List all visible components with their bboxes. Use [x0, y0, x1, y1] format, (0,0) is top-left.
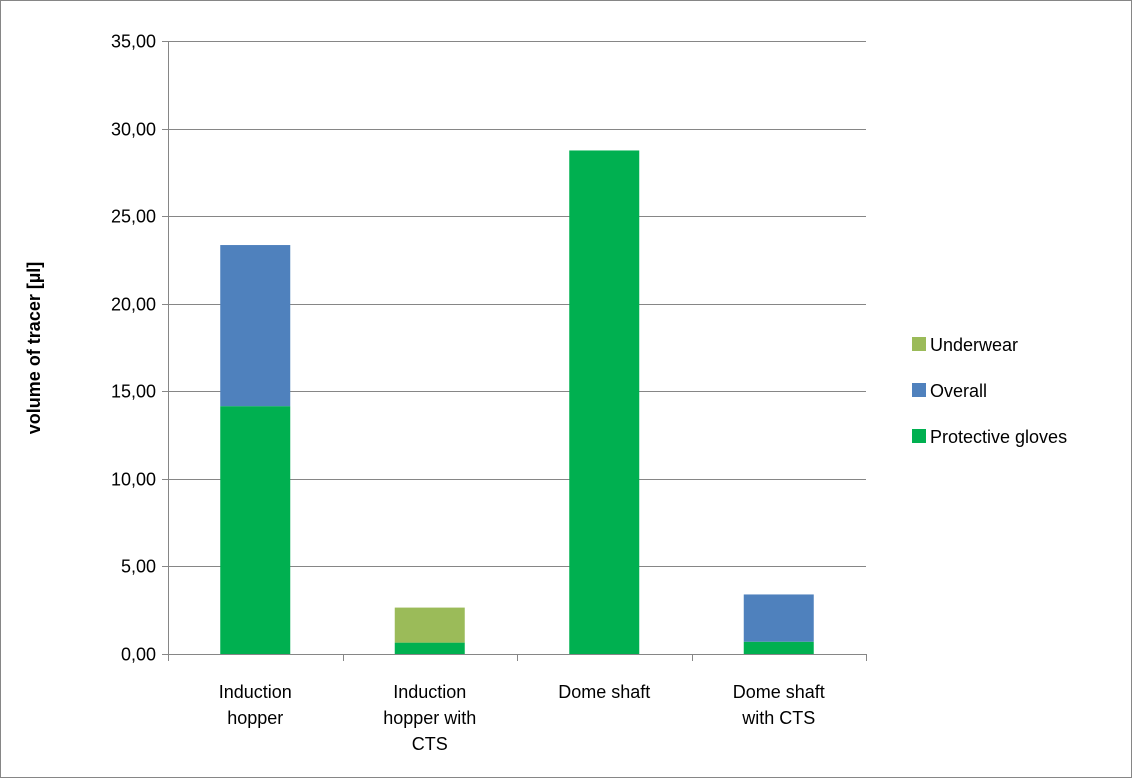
bar-protective-gloves: [569, 150, 640, 654]
legend-label: Protective gloves: [930, 427, 1067, 447]
legend-label: Overall: [930, 381, 987, 401]
bar-protective-gloves: [743, 641, 814, 654]
y-tick-label: 25,00: [111, 207, 156, 227]
x-tick-label: Induction: [219, 682, 292, 702]
y-tick-label: 30,00: [111, 120, 156, 140]
y-tick-label: 35,00: [111, 32, 156, 52]
bar-protective-gloves: [220, 406, 291, 654]
y-axis-title: volume of tracer [µl]: [24, 262, 44, 434]
x-tick-label: Dome shaft: [733, 682, 825, 702]
legend-label: Underwear: [930, 335, 1018, 355]
bar-overall: [743, 594, 814, 642]
legend-swatch: [912, 337, 926, 351]
x-tick-label: hopper: [227, 708, 283, 728]
bar-underwear: [394, 607, 465, 643]
x-tick-label: hopper with: [383, 708, 476, 728]
y-tick-label: 5,00: [121, 557, 156, 577]
y-tick-label: 15,00: [111, 382, 156, 402]
axes: 0,00 5,00 10,00 15,00 20,00 25,00 30,00 35,00 In…: [111, 32, 867, 754]
bar-protective-gloves: [394, 642, 465, 654]
bars: [220, 150, 814, 654]
x-tick-label: with CTS: [741, 708, 815, 728]
y-tick-label: 20,00: [111, 295, 156, 315]
y-tick-label: 10,00: [111, 470, 156, 490]
legend-swatch: [912, 429, 926, 443]
legend: Underwear Overall Protective gloves: [912, 335, 1067, 447]
bar-overall: [220, 245, 291, 407]
x-tick-label: Dome shaft: [558, 682, 650, 702]
x-tick-label: Induction: [393, 682, 466, 702]
y-tick-label: 0,00: [121, 645, 156, 665]
legend-swatch: [912, 383, 926, 397]
x-tick-label: CTS: [412, 734, 448, 754]
